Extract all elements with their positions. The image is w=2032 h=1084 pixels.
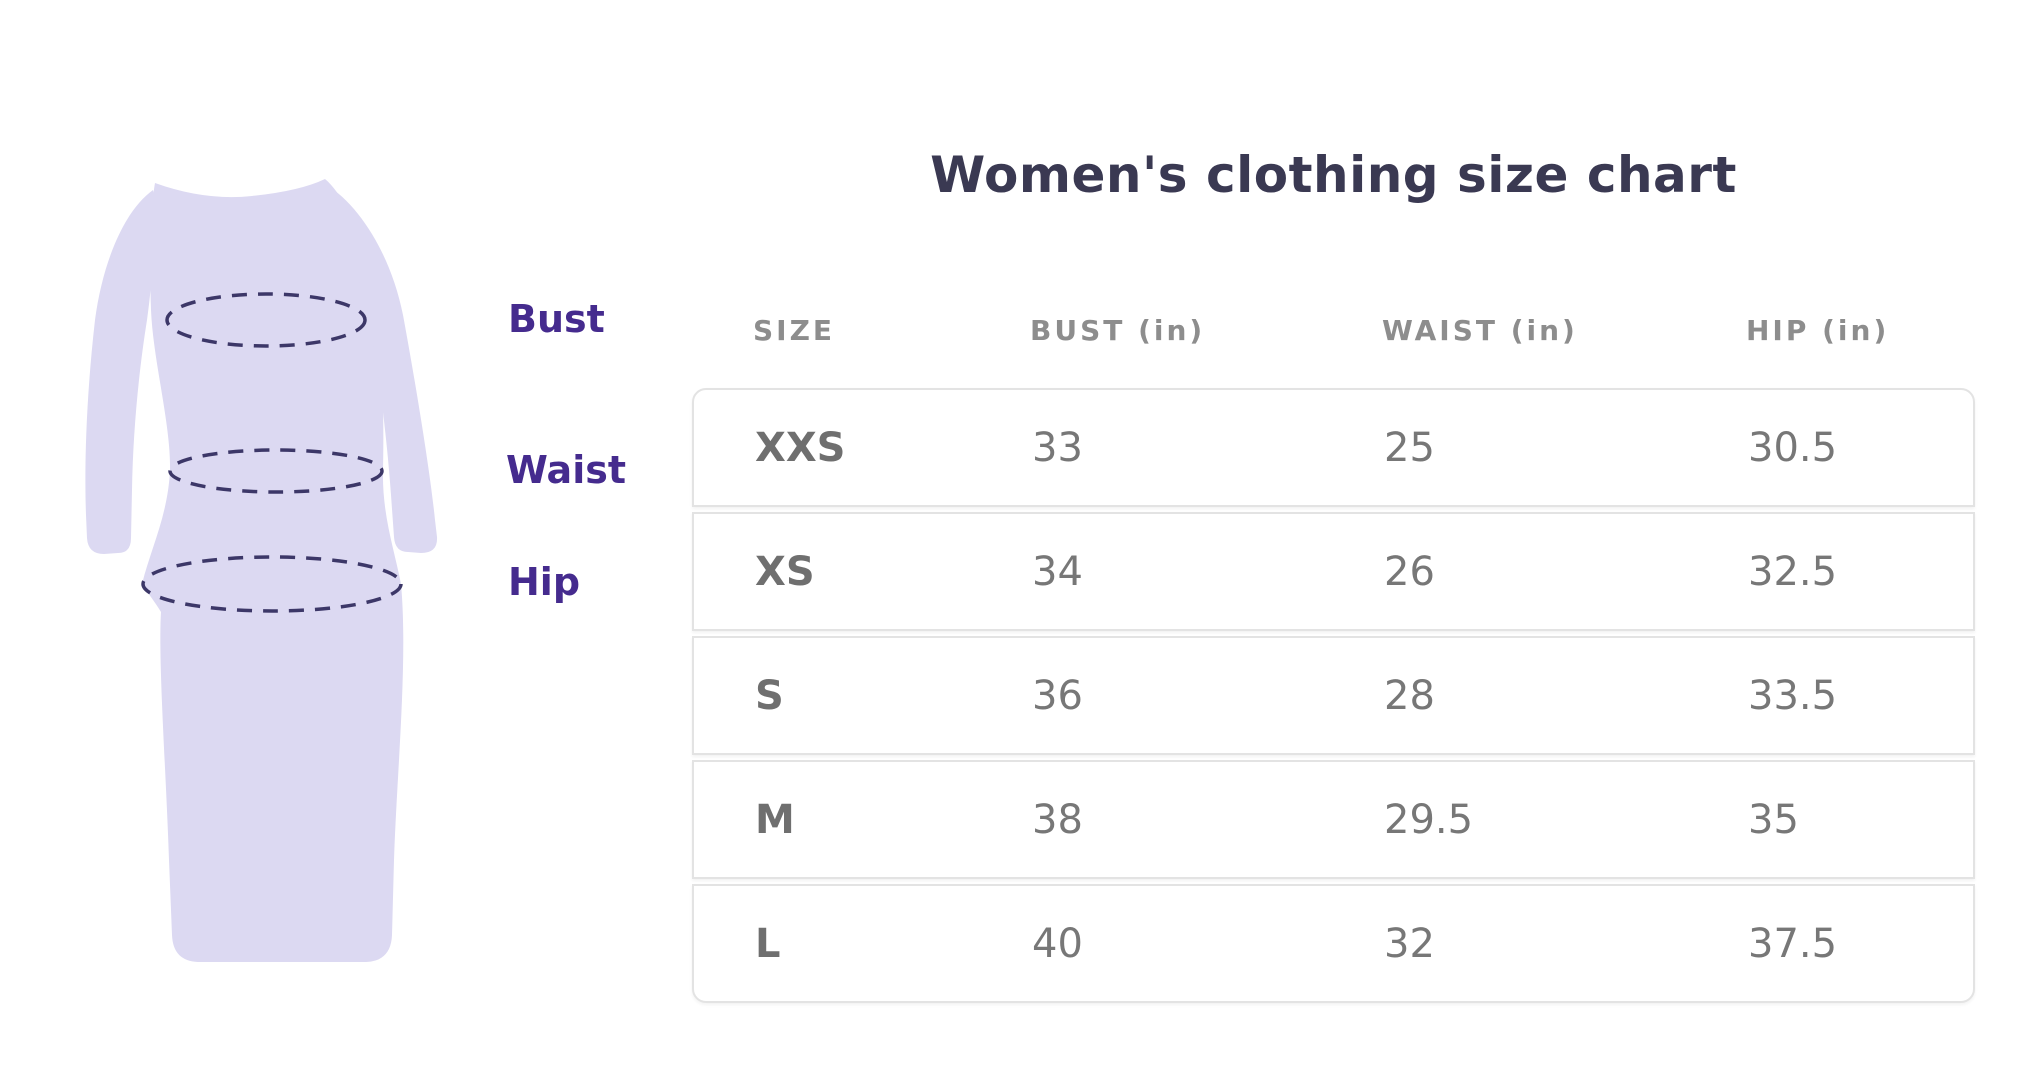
column-header-size: SIZE [753, 314, 836, 347]
hip-cell: 32.5 [1748, 548, 1838, 595]
waist-cell: 26 [1384, 548, 1435, 595]
hip-cell: 35 [1748, 796, 1799, 843]
waist-measure-line [168, 448, 384, 494]
hip-cell: 30.5 [1748, 424, 1838, 471]
table-row: M 38 29.5 35 [692, 760, 1975, 879]
bust-label: Bust [508, 297, 605, 341]
table-row: L 40 32 37.5 [692, 884, 1975, 1003]
bust-cell: 36 [1032, 672, 1083, 719]
bust-cell: 38 [1032, 796, 1083, 843]
size-cell: M [755, 796, 795, 843]
dress-right-sleeve [323, 183, 438, 553]
bust-measure-line [165, 292, 367, 348]
bust-cell: 34 [1032, 548, 1083, 595]
hip-cell: 33.5 [1748, 672, 1838, 719]
table-row: XS 34 26 32.5 [692, 512, 1975, 631]
dress-body-shape [142, 179, 404, 962]
waist-cell: 29.5 [1384, 796, 1474, 843]
waist-label: Waist [506, 448, 627, 492]
bust-cell: 33 [1032, 424, 1083, 471]
hip-cell: 37.5 [1748, 920, 1838, 967]
size-cell: XS [755, 548, 815, 595]
column-header-bust: BUST (in) [1030, 314, 1206, 347]
dress-left-sleeve [85, 190, 157, 554]
dress-illustration [85, 179, 438, 962]
size-cell: S [755, 672, 784, 719]
page-title: Women's clothing size chart [930, 146, 1737, 204]
size-table-header: SIZE BUST (in) WAIST (in) HIP (in) [692, 314, 1975, 347]
size-cell: XXS [755, 424, 846, 471]
column-header-waist: WAIST (in) [1382, 314, 1578, 347]
waist-cell: 32 [1384, 920, 1435, 967]
waist-cell: 28 [1384, 672, 1435, 719]
table-row: XXS 33 25 30.5 [692, 388, 1975, 507]
waist-cell: 25 [1384, 424, 1435, 471]
size-table: XXS 33 25 30.5 XS 34 26 32.5 S 36 28 33.… [692, 388, 1975, 1003]
hip-measure-line [141, 555, 403, 613]
table-row: S 36 28 33.5 [692, 636, 1975, 755]
bust-cell: 40 [1032, 920, 1083, 967]
column-header-hip: HIP (in) [1746, 314, 1890, 347]
hip-label: Hip [508, 560, 581, 604]
size-cell: L [755, 920, 781, 967]
